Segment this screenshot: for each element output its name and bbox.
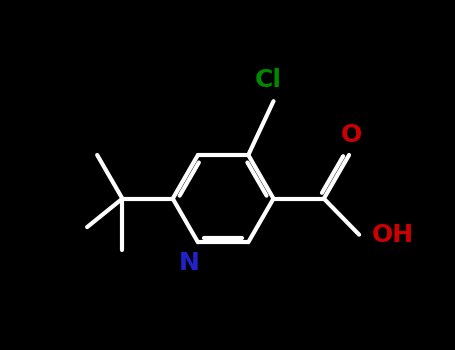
Text: N: N <box>178 251 199 275</box>
Text: Cl: Cl <box>255 68 282 92</box>
Text: OH: OH <box>372 223 414 247</box>
Text: O: O <box>341 124 362 147</box>
